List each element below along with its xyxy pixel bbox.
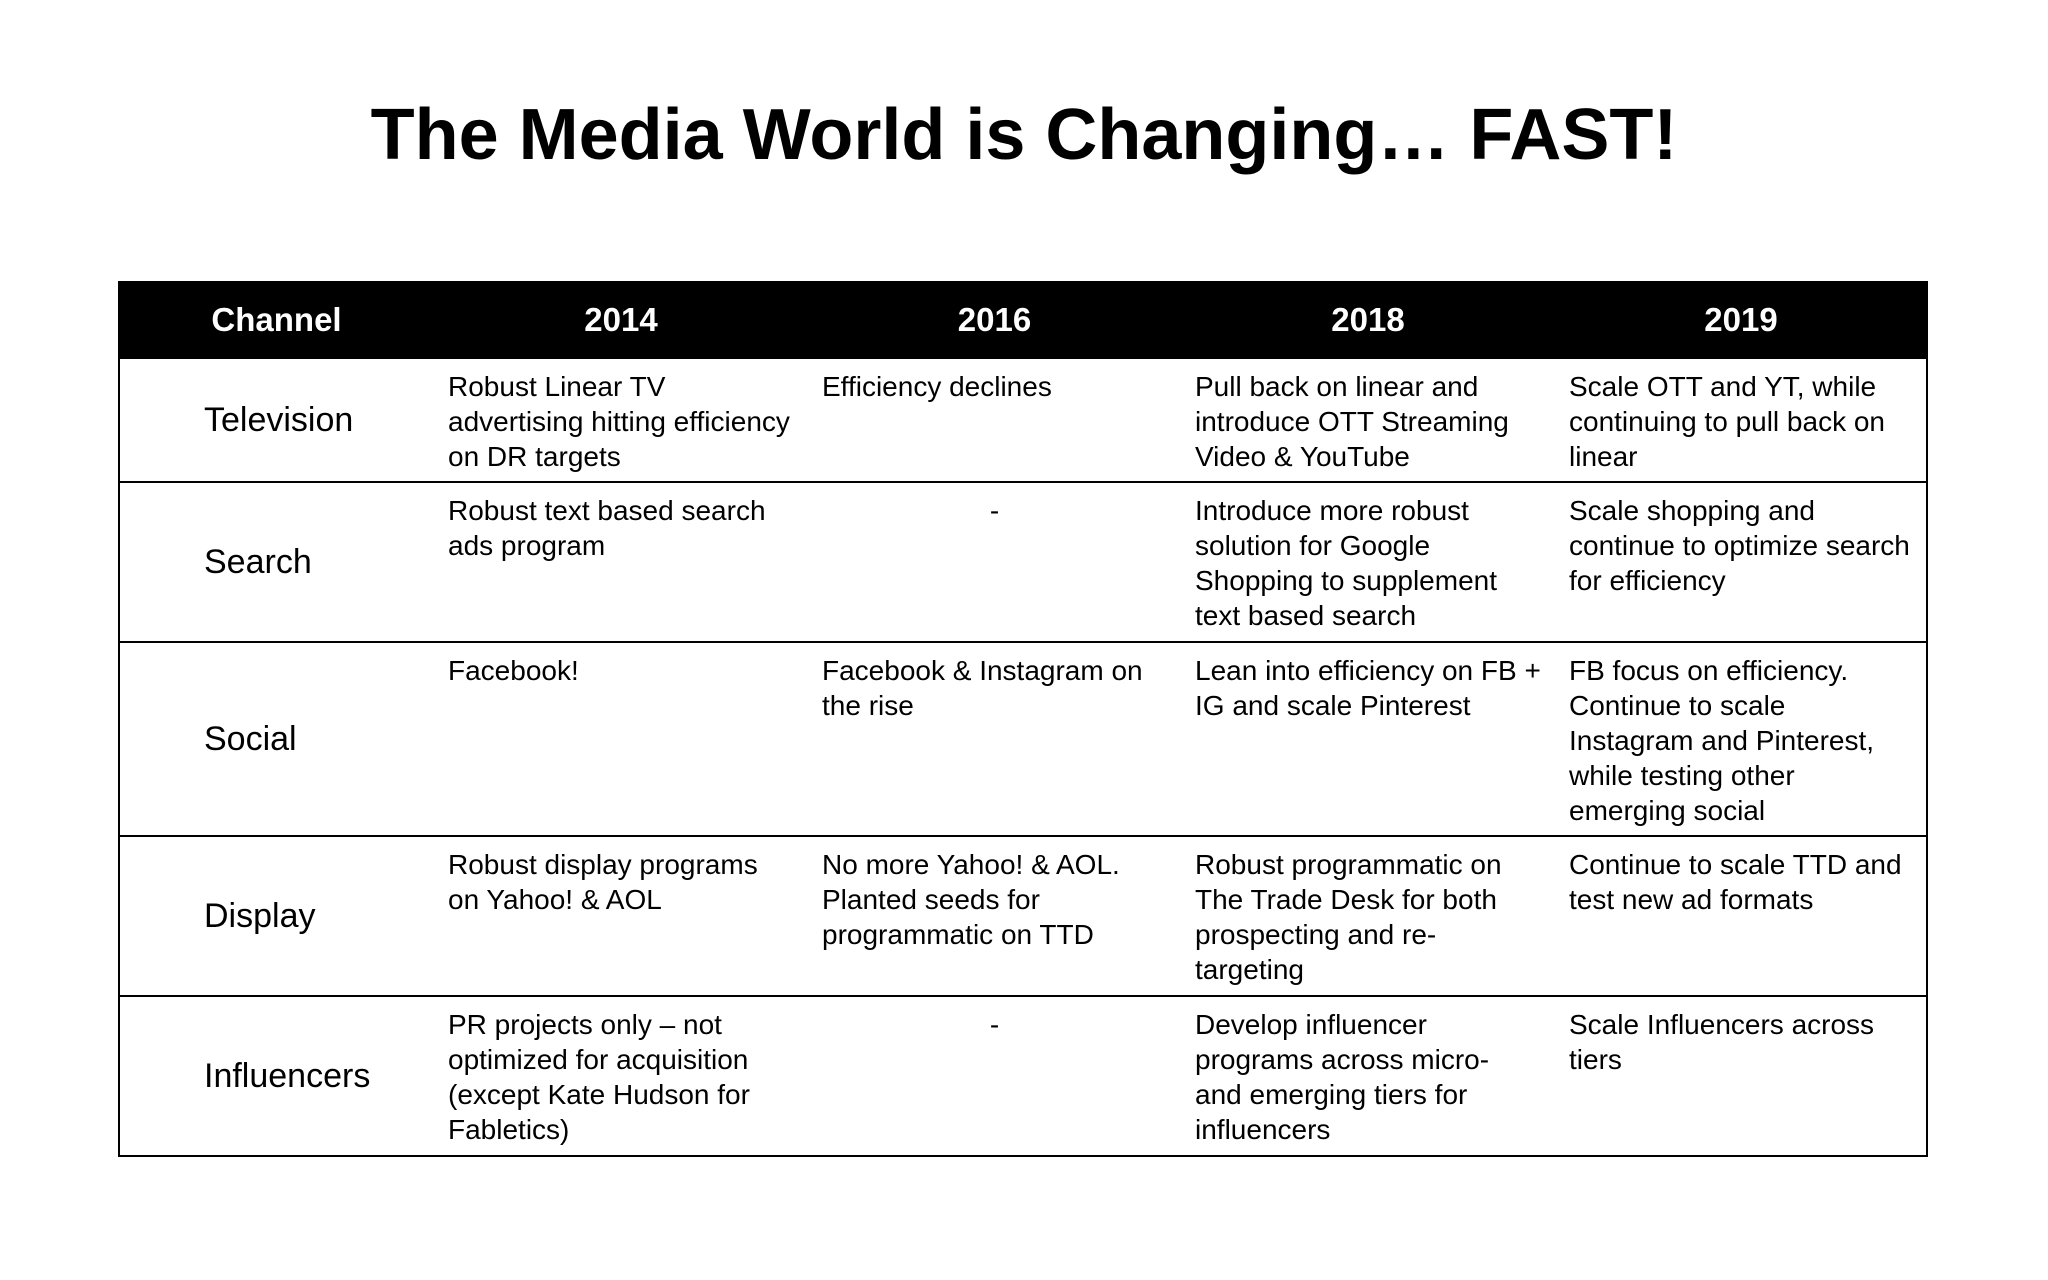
table-row: Television Robust Linear TV advertising … <box>118 357 1928 483</box>
channel-label: Influencers <box>118 995 434 1157</box>
table-row: Influencers PR projects only – not optim… <box>118 995 1928 1157</box>
table-cell: Robust display programs on Yahoo! & AOL <box>434 835 808 997</box>
table-row: Social Facebook! Facebook & Instagram on… <box>118 641 1928 837</box>
table-cell: Robust text based search ads program <box>434 481 808 643</box>
table-cell: FB focus on efficiency. Continue to scal… <box>1555 641 1928 837</box>
media-channel-table: Channel 2014 2016 2018 2019 Television R… <box>118 281 1928 1157</box>
header-2019: 2019 <box>1554 281 1928 359</box>
table-cell: - <box>808 481 1181 643</box>
table-cell: Facebook & Instagram on the rise <box>808 641 1181 837</box>
table-cell: Robust programmatic on The Trade Desk fo… <box>1181 835 1555 997</box>
table-cell: Develop influencer programs across micro… <box>1181 995 1555 1157</box>
header-2014: 2014 <box>433 281 809 359</box>
table-cell: PR projects only – not optimized for acq… <box>434 995 808 1157</box>
table-cell: Scale Influencers across tiers <box>1555 995 1928 1157</box>
page-title: The Media World is Changing… FAST! <box>370 95 1678 175</box>
table-cell: Facebook! <box>434 641 808 837</box>
table-row: Display Robust display programs on Yahoo… <box>118 835 1928 997</box>
header-2018: 2018 <box>1180 281 1556 359</box>
table-cell: Scale shopping and continue to optimize … <box>1555 481 1928 643</box>
table-cell: Scale OTT and YT, while continuing to pu… <box>1555 357 1928 483</box>
table-header-row: Channel 2014 2016 2018 2019 <box>118 281 1928 359</box>
header-2016: 2016 <box>807 281 1182 359</box>
table-cell: - <box>808 995 1181 1157</box>
table-cell: Continue to scale TTD and test new ad fo… <box>1555 835 1928 997</box>
table-cell: Efficiency declines <box>808 357 1181 483</box>
table-cell: Lean into efficiency on FB + IG and scal… <box>1181 641 1555 837</box>
table-cell: Introduce more robust solution for Googl… <box>1181 481 1555 643</box>
table-cell: Robust Linear TV advertising hitting eff… <box>434 357 808 483</box>
table-cell: Pull back on linear and introduce OTT St… <box>1181 357 1555 483</box>
table-cell: No more Yahoo! & AOL. Planted seeds for … <box>808 835 1181 997</box>
table-row: Search Robust text based search ads prog… <box>118 481 1928 643</box>
channel-label: Search <box>118 481 434 643</box>
channel-label: Social <box>118 641 434 837</box>
header-channel: Channel <box>118 281 435 359</box>
channel-label: Display <box>118 835 434 997</box>
channel-label: Television <box>118 357 434 483</box>
